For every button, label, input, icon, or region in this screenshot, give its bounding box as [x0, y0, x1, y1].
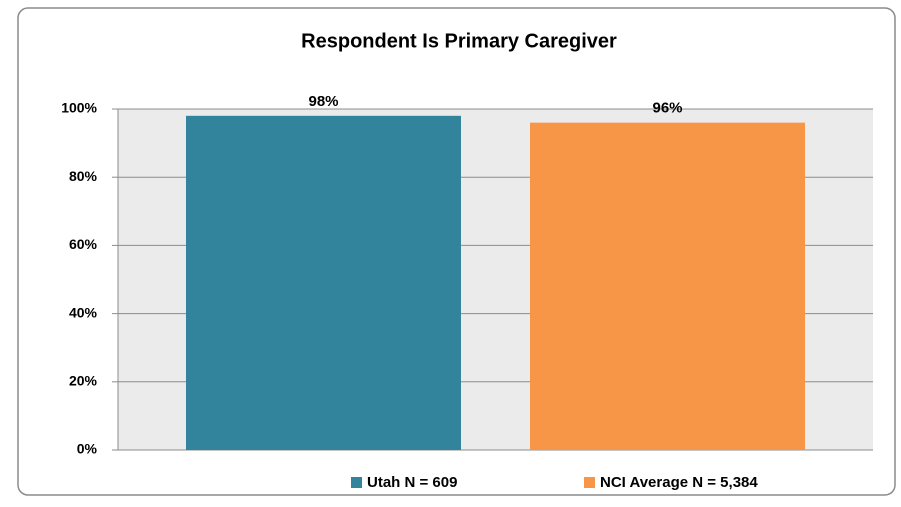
chart-title: Respondent Is Primary Caregiver: [301, 30, 617, 52]
data-label: 98%: [308, 93, 338, 110]
legend-swatch: [351, 477, 362, 488]
y-tick-label: 100%: [61, 100, 97, 116]
bar: [186, 115, 461, 450]
data-label: 96%: [652, 100, 682, 117]
y-tick-label: 80%: [69, 168, 98, 184]
y-tick-label: 20%: [69, 373, 98, 389]
legend-swatch: [584, 477, 595, 488]
bar: [530, 122, 805, 450]
y-tick-label: 60%: [69, 236, 98, 252]
legend-label: NCI Average N = 5,384: [600, 474, 758, 491]
y-tick-label: 0%: [77, 441, 98, 457]
legend-label: Utah N = 609: [367, 474, 457, 491]
y-tick-label: 40%: [69, 304, 98, 320]
